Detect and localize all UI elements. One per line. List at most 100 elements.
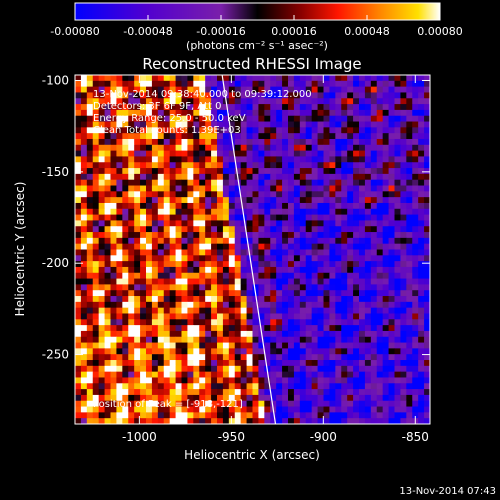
heatmap-cell — [299, 86, 307, 93]
heatmap-cell — [86, 418, 94, 424]
heatmap-cell — [92, 92, 100, 99]
heatmap-cell — [157, 307, 165, 314]
heatmap-cell — [335, 377, 342, 384]
heatmap-cell — [234, 115, 242, 122]
heatmap-cell — [317, 249, 324, 256]
heatmap-cell — [317, 383, 324, 390]
heatmap-cell — [394, 330, 401, 338]
heatmap-cell — [199, 394, 206, 402]
heatmap-cell — [323, 307, 330, 314]
heatmap-cell — [80, 296, 88, 303]
heatmap-cell — [240, 325, 247, 332]
heatmap-cell — [394, 98, 401, 105]
heatmap-cell — [305, 371, 313, 378]
heatmap-cell — [199, 80, 206, 88]
heatmap-cell — [169, 342, 176, 349]
heatmap-cell — [98, 237, 105, 245]
heatmap-cell — [329, 133, 336, 140]
heatmap-cell — [341, 232, 348, 239]
heatmap-cell — [359, 307, 366, 314]
heatmap-cell — [299, 92, 307, 99]
heatmap-cell — [205, 75, 212, 82]
heatmap-cell — [270, 278, 277, 285]
heatmap-cell — [199, 348, 206, 355]
heatmap-cell — [364, 138, 372, 146]
heatmap-cell — [418, 377, 425, 384]
heatmap-cell — [418, 418, 425, 424]
heatmap-cell — [240, 360, 247, 367]
heatmap-cell — [92, 400, 100, 407]
heatmap-cell — [104, 243, 111, 250]
heatmap-cell — [104, 383, 111, 390]
heatmap-cell — [270, 371, 277, 378]
heatmap-cell — [181, 406, 188, 413]
heatmap-cell — [181, 208, 188, 215]
heatmap-cell — [75, 330, 82, 338]
heatmap-cell — [116, 319, 123, 326]
heatmap-cell — [175, 185, 182, 192]
heatmap-cell — [193, 226, 200, 233]
heatmap-cell — [258, 138, 265, 146]
heatmap-cell — [382, 150, 389, 157]
heatmap-cell — [329, 150, 336, 157]
heatmap-cell — [288, 109, 295, 117]
heatmap-cell — [151, 214, 159, 221]
heatmap-cell — [282, 156, 289, 163]
heatmap-cell — [240, 383, 247, 390]
heatmap-cell — [151, 330, 159, 338]
heatmap-cell — [122, 104, 129, 111]
heatmap-cell — [305, 133, 313, 140]
heatmap-cell — [122, 348, 129, 355]
heatmap-cell — [211, 377, 218, 384]
heatmap-cell — [151, 173, 159, 181]
heatmap-cell — [288, 168, 295, 175]
heatmap-cell — [240, 168, 247, 175]
heatmap-cell — [418, 406, 425, 413]
heatmap-cell — [270, 383, 277, 390]
heatmap-cell — [240, 290, 247, 297]
heatmap-cell — [359, 168, 366, 175]
heatmap-cell — [205, 185, 212, 192]
heatmap-cell — [359, 354, 366, 361]
heatmap-cell — [293, 278, 301, 285]
heatmap-cell — [311, 325, 318, 332]
heatmap-cell — [418, 307, 425, 314]
heatmap-cell — [217, 168, 224, 175]
heatmap-cell — [228, 144, 236, 152]
heatmap-cell — [323, 377, 330, 384]
heatmap-cell — [181, 98, 188, 105]
heatmap-cell — [359, 342, 366, 349]
heatmap-cell — [193, 412, 200, 419]
heatmap-cell — [412, 354, 419, 361]
heatmap-cell — [412, 272, 419, 279]
heatmap-cell — [276, 243, 283, 250]
heatmap-cell — [347, 115, 354, 122]
heatmap-cell — [329, 412, 336, 419]
heatmap-cell — [412, 342, 419, 349]
heatmap-cell — [353, 86, 360, 93]
heatmap-cell — [370, 121, 378, 128]
heatmap-cell — [341, 168, 348, 175]
heatmap-cell — [86, 185, 94, 192]
heatmap-cell — [234, 75, 242, 82]
heatmap-cell — [376, 266, 384, 274]
heatmap-cell — [424, 179, 430, 186]
heatmap-cell — [311, 400, 318, 407]
heatmap-cell — [128, 319, 135, 326]
heatmap-cell — [234, 226, 242, 233]
heatmap-cell — [217, 400, 224, 407]
heatmap-cell — [98, 360, 105, 367]
heatmap-cell — [335, 214, 342, 221]
heatmap-cell — [276, 237, 283, 245]
heatmap-cell — [240, 313, 247, 320]
heatmap-cell — [382, 290, 389, 297]
heatmap-cell — [163, 98, 171, 105]
heatmap-cell — [364, 86, 372, 93]
heatmap-cell — [382, 104, 389, 111]
heatmap-cell — [205, 278, 212, 285]
heatmap-cell — [370, 365, 378, 373]
heatmap-cell — [104, 214, 111, 221]
heatmap-cell — [359, 412, 366, 419]
heatmap-cell — [169, 92, 176, 99]
heatmap-cell — [181, 296, 188, 303]
